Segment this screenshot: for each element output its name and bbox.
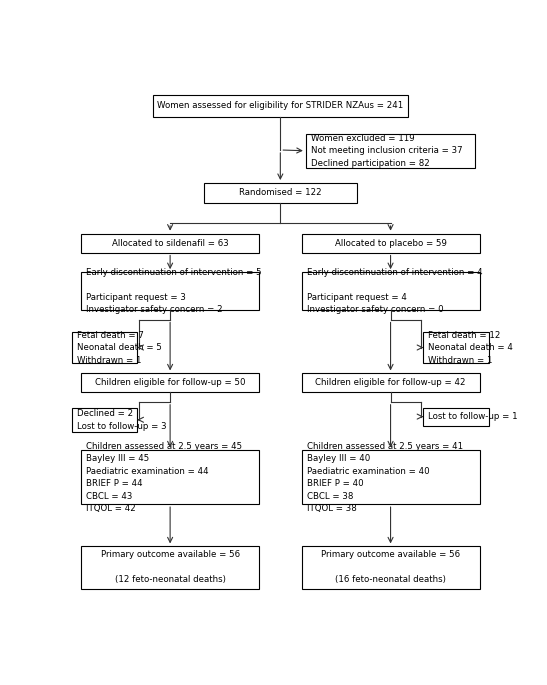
Text: Early discontinuation of intervention = 4

Participant request = 4
Investigator : Early discontinuation of intervention = … [307, 268, 482, 314]
FancyBboxPatch shape [301, 272, 480, 310]
FancyBboxPatch shape [81, 234, 259, 253]
Text: Declined = 2
Lost to follow-up = 3: Declined = 2 Lost to follow-up = 3 [77, 409, 166, 430]
Text: Children eligible for follow-up = 42: Children eligible for follow-up = 42 [315, 378, 466, 387]
FancyBboxPatch shape [81, 547, 259, 588]
FancyBboxPatch shape [301, 373, 480, 393]
Text: Fetal death = 7
Neonatal death = 5
Withdrawn = 1: Fetal death = 7 Neonatal death = 5 Withd… [77, 330, 161, 364]
FancyBboxPatch shape [81, 450, 259, 504]
Text: Children assessed at 2.5 years = 41
Bayley III = 40
Paediatric examination = 40
: Children assessed at 2.5 years = 41 Bayl… [307, 442, 463, 513]
Text: Women assessed for eligibility for STRIDER NZAus = 241: Women assessed for eligibility for STRID… [157, 101, 404, 110]
FancyBboxPatch shape [301, 450, 480, 504]
Text: Fetal death = 12
Neonatal death = 4
Withdrawn = 1: Fetal death = 12 Neonatal death = 4 With… [428, 330, 514, 364]
Text: Randomised = 122: Randomised = 122 [239, 188, 322, 197]
FancyBboxPatch shape [81, 272, 259, 310]
Text: Early discontinuation of intervention = 5

Participant request = 3
Investigator : Early discontinuation of intervention = … [86, 268, 262, 314]
FancyBboxPatch shape [301, 234, 480, 253]
FancyBboxPatch shape [306, 134, 475, 168]
Text: Primary outcome available = 56

(16 feto-neonatal deaths): Primary outcome available = 56 (16 feto-… [321, 551, 460, 584]
Text: Children assessed at 2.5 years = 45
Bayley III = 45
Paediatric examination = 44
: Children assessed at 2.5 years = 45 Bayl… [86, 442, 242, 513]
FancyBboxPatch shape [81, 373, 259, 393]
FancyBboxPatch shape [72, 332, 137, 363]
Text: Children eligible for follow-up = 50: Children eligible for follow-up = 50 [95, 378, 246, 387]
FancyBboxPatch shape [204, 183, 357, 203]
FancyBboxPatch shape [423, 408, 489, 425]
Text: Allocated to sildenafil = 63: Allocated to sildenafil = 63 [112, 238, 229, 247]
Text: Primary outcome available = 56

(12 feto-neonatal deaths): Primary outcome available = 56 (12 feto-… [101, 551, 240, 584]
Text: Lost to follow-up = 1: Lost to follow-up = 1 [428, 412, 518, 421]
Text: Women excluded = 119
Not meeting inclusion criteria = 37
Declined participation : Women excluded = 119 Not meeting inclusi… [311, 134, 462, 168]
FancyBboxPatch shape [423, 332, 489, 363]
FancyBboxPatch shape [72, 408, 137, 432]
Text: Allocated to placebo = 59: Allocated to placebo = 59 [335, 238, 446, 247]
FancyBboxPatch shape [301, 547, 480, 588]
FancyBboxPatch shape [153, 95, 408, 117]
